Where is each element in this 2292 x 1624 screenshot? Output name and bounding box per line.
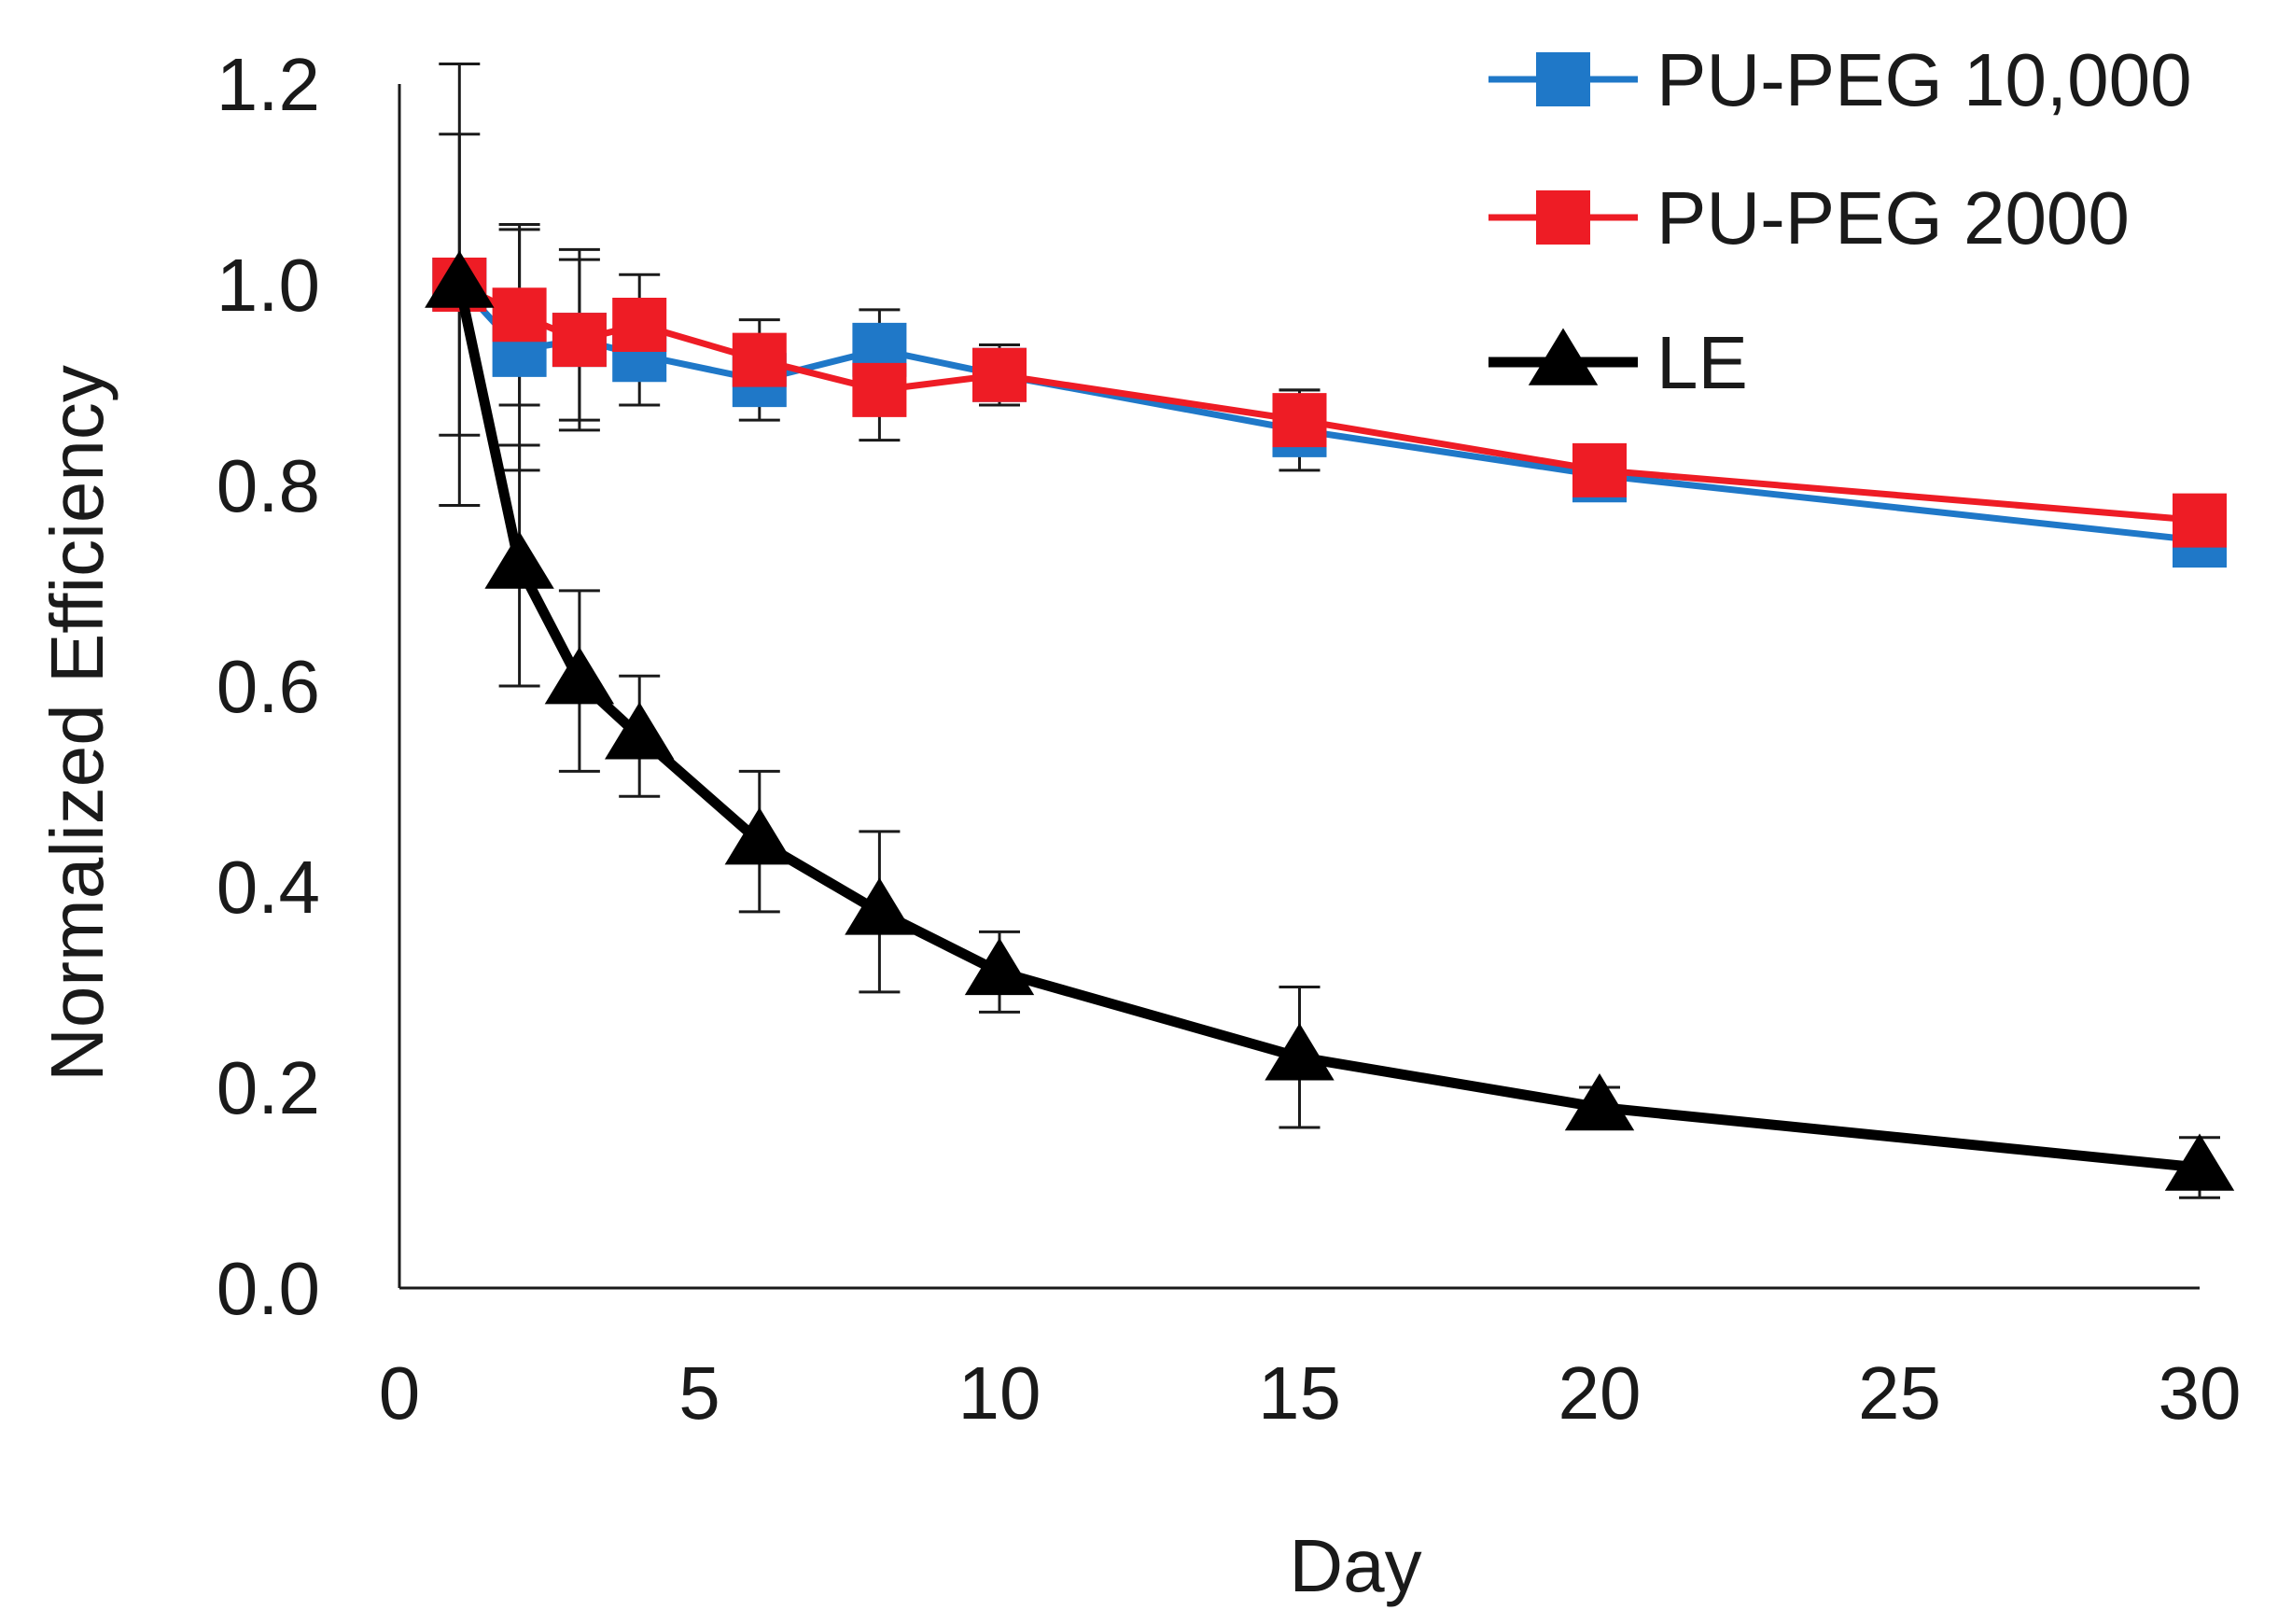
legend-item: LE	[1488, 321, 1748, 404]
y-tick-label: 0.2	[217, 1046, 320, 1129]
data-point	[964, 937, 1035, 996]
data-point	[544, 647, 615, 705]
axes	[398, 84, 2200, 1290]
data-point	[484, 531, 554, 589]
y-axis-title: Normalized Efficiency	[35, 365, 119, 1082]
data-point	[732, 332, 787, 387]
y-tick-label: 1.0	[217, 244, 320, 327]
data-point	[1536, 190, 1590, 245]
data-point	[845, 877, 915, 935]
series-0	[432, 258, 2227, 568]
series-1	[432, 258, 2227, 548]
data-point	[605, 702, 675, 760]
y-tick-labels: 0.0 0.2 0.4 0.6 0.8 1.0 1.2	[217, 43, 320, 1330]
data-point	[2173, 493, 2227, 548]
x-tick-label: 20	[1558, 1351, 1642, 1435]
data-point	[492, 287, 547, 343]
legend-label: PU-PEG 10,000	[1656, 38, 2192, 121]
x-tick-label: 15	[1258, 1351, 1341, 1435]
data-point	[1536, 52, 1590, 106]
x-tick-label: 0	[379, 1351, 421, 1435]
plot-area	[425, 63, 2235, 1199]
data-point	[425, 250, 495, 308]
x-tick-labels: 0 5 10 15 20 25 30	[379, 1351, 2242, 1435]
x-tick-label: 30	[2159, 1351, 2242, 1435]
data-point	[612, 298, 667, 352]
series-line	[455, 281, 2203, 525]
data-point	[1528, 328, 1599, 385]
legend-label: LE	[1656, 321, 1748, 404]
data-point	[1272, 393, 1327, 448]
x-tick-label: 5	[678, 1351, 720, 1435]
legend-item: PU-PEG 2000	[1488, 176, 2130, 259]
x-tick-label: 25	[1858, 1351, 1941, 1435]
data-point	[1572, 442, 1627, 497]
data-point	[2164, 1133, 2235, 1191]
data-point	[972, 347, 1027, 402]
legend-label: PU-PEG 2000	[1656, 176, 2130, 259]
data-point	[552, 313, 607, 368]
y-tick-label: 0.8	[217, 444, 320, 527]
x-axis-title: Day	[1289, 1524, 1421, 1607]
x-tick-label: 10	[958, 1351, 1041, 1435]
series-line	[454, 279, 2205, 1173]
data-point	[852, 362, 907, 417]
data-point	[1265, 1023, 1335, 1081]
y-tick-label: 1.2	[217, 43, 320, 126]
series-2	[425, 250, 2235, 1191]
y-tick-label: 0.0	[217, 1247, 320, 1330]
data-point	[1564, 1072, 1635, 1131]
y-tick-label: 0.6	[217, 645, 320, 728]
data-point	[724, 807, 794, 865]
legend-item: PU-PEG 10,000	[1488, 38, 2192, 121]
series-line	[455, 281, 2203, 544]
y-tick-label: 0.4	[217, 846, 320, 929]
legend: PU-PEG 10,000 PU-PEG 2000 LE	[1488, 38, 2192, 404]
